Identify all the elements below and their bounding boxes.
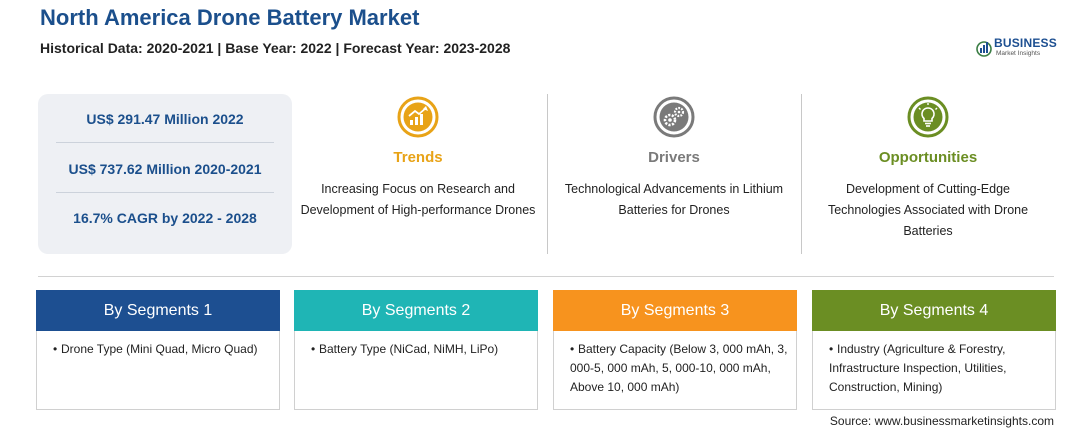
segment-1-text: • Drone Type (Mini Quad, Micro Quad) — [53, 340, 273, 359]
segment-2-item: Battery Type (NiCad, NiMH, LiPo) — [319, 342, 499, 356]
stats-divider — [56, 142, 274, 143]
trends-column: Trends Increasing Focus on Research and … — [298, 94, 538, 254]
drivers-column: Drivers Technological Advancements in Li… — [554, 94, 794, 254]
segment-1-header: By Segments 1 — [36, 290, 280, 331]
company-logo: BUSINESS Market Insights — [975, 36, 1060, 60]
segment-3-text: • Battery Capacity (Below 3, 000 mAh, 3, … — [570, 340, 790, 397]
segment-2-text: • Battery Type (NiCad, NiMH, LiPo) — [311, 340, 531, 359]
segment-4-text: • Industry (Agriculture & Forestry, Infra… — [829, 340, 1049, 397]
bullet: • — [570, 342, 575, 356]
bullet: • — [311, 342, 316, 356]
segment-4-item: Industry (Agriculture & Forestry, Infras… — [829, 342, 1007, 394]
segment-4-header: By Segments 4 — [812, 290, 1056, 331]
segment-card-3: By Segments 3 • Battery Capacity (Below 3… — [553, 290, 797, 410]
segment-card-2: By Segments 2 • Battery Type (NiCad, NiMH… — [294, 290, 538, 410]
drivers-title: Drivers — [648, 149, 700, 166]
logo-sub-text: Market Insights — [996, 50, 1041, 57]
logo-globe-icon — [976, 41, 992, 57]
opportunities-column: Opportunities Development of Cutting-Edg… — [808, 94, 1048, 254]
drivers-text: Technological Advancements in Lithium Ba… — [564, 182, 784, 217]
segment-card-4: By Segments 4 • Industry (Agriculture & F… — [812, 290, 1056, 410]
market-cagr: 16.7% CAGR by 2022 - 2028 — [73, 210, 257, 226]
section-divider — [38, 276, 1054, 277]
market-size-2022: US$ 291.47 Million 2022 — [86, 111, 244, 127]
trend-chart-icon — [397, 96, 439, 138]
segment-1-item: Drone Type (Mini Quad, Micro Quad) — [61, 342, 258, 356]
lightbulb-icon — [907, 96, 949, 138]
gears-icon — [653, 96, 695, 138]
column-divider — [547, 94, 548, 254]
trends-text: Increasing Focus on Research and Develop… — [300, 182, 536, 217]
trends-title: Trends — [393, 149, 443, 166]
market-size-historical: US$ 737.62 Million 2020-2021 — [68, 161, 262, 177]
segment-3-item: Battery Capacity (Below 3, 000 mAh, 3, 0… — [570, 342, 788, 394]
market-stats-box: US$ 291.47 Million 2022 US$ 737.62 Milli… — [38, 94, 292, 254]
source-link[interactable]: Source: www.businessmarketinsights.com — [829, 414, 1054, 428]
segment-2-header: By Segments 2 — [294, 290, 538, 331]
logo-main-text: BUSINESS — [994, 36, 1057, 50]
page-subtitle: Historical Data: 2020-2021 | Base Year: … — [40, 40, 511, 56]
segment-card-1: By Segments 1 • Drone Type (Mini Quad, Mi… — [36, 290, 280, 410]
stats-divider — [56, 192, 274, 193]
bullet: • — [53, 342, 58, 356]
bullet: • — [829, 342, 834, 356]
segment-3-header: By Segments 3 — [553, 290, 797, 331]
opportunities-title: Opportunities — [878, 149, 978, 166]
opportunities-text: Development of Cutting-Edge Technologies… — [827, 182, 1029, 238]
page-title: North America Drone Battery Market — [40, 5, 420, 30]
column-divider — [801, 94, 802, 254]
